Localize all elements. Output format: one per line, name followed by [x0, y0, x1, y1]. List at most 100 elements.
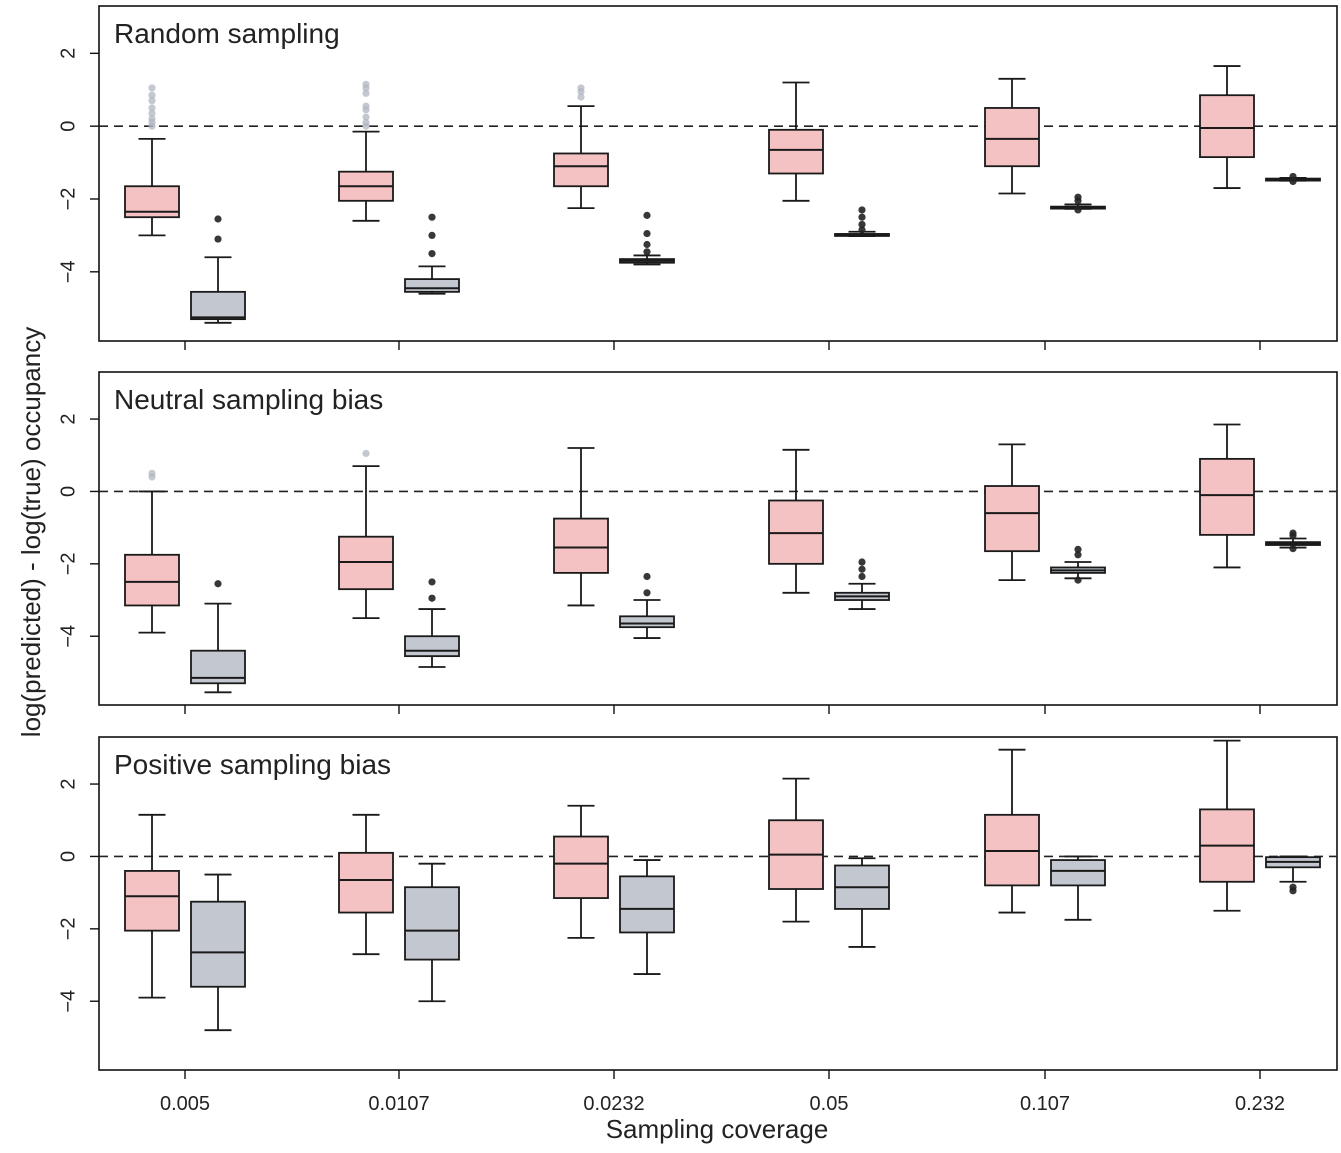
- outlier-point: [148, 115, 156, 123]
- y-tick-label: 0: [57, 486, 79, 497]
- box-pink-6: [1199, 65, 1255, 189]
- x-tick-label: 0.232: [1235, 1093, 1285, 1115]
- outlier-point: [428, 578, 436, 586]
- outlier-point: [643, 589, 651, 597]
- outlier-point: [362, 113, 370, 121]
- box-gray-1: [190, 215, 246, 324]
- outlier-point: [214, 235, 222, 243]
- y-tick-label: −4: [57, 625, 79, 648]
- outlier-point: [148, 469, 156, 477]
- box-pink-1: [124, 84, 180, 237]
- x-tick-label: 0.107: [1020, 1093, 1070, 1115]
- panel-frame: [98, 5, 1338, 342]
- outlier-point: [1074, 206, 1082, 214]
- box-body: [124, 870, 180, 932]
- y-tick-label: 2: [57, 48, 79, 59]
- outlier-point: [148, 91, 156, 99]
- box-pink-6: [1199, 423, 1255, 569]
- outlier-point: [858, 572, 866, 581]
- box-gray-5: [1050, 193, 1106, 214]
- box-pink-2: [338, 813, 394, 956]
- outlier-point: [1074, 551, 1082, 559]
- box-gray-2: [404, 213, 460, 295]
- box-gray-3: [619, 859, 675, 975]
- outlier-point: [214, 215, 222, 223]
- box-pink-4: [768, 448, 824, 594]
- box-body: [190, 290, 246, 321]
- box-gray-3: [619, 211, 675, 266]
- box-body: [190, 900, 246, 988]
- box-gray-4: [834, 857, 890, 948]
- box-pink-2: [338, 449, 394, 620]
- box-pink-4: [768, 777, 824, 923]
- outlier-point: [1289, 887, 1297, 895]
- box-gray-5: [1050, 855, 1106, 921]
- box-body: [1199, 457, 1255, 536]
- box-body: [553, 517, 609, 574]
- y-tick-label: −2: [57, 552, 79, 575]
- outlier-point: [148, 84, 156, 92]
- outlier-point: [1289, 532, 1297, 540]
- outlier-point: [1289, 545, 1297, 553]
- outlier-point: [858, 213, 866, 221]
- panel-2: Neutral sampling bias 2 0 −2 −4: [57, 371, 1338, 714]
- outlier-point: [643, 572, 651, 581]
- box-pink-3: [553, 804, 609, 939]
- box-gray-1: [190, 873, 246, 1032]
- box-body: [404, 635, 460, 658]
- outlier-point: [362, 89, 370, 97]
- outlier-point: [643, 248, 651, 256]
- x-axis-label: Sampling coverage: [606, 1114, 829, 1144]
- box-pink-2: [338, 80, 394, 222]
- outlier-point: [858, 226, 866, 234]
- box-body: [338, 851, 394, 914]
- panel-3: Positive sampling bias 2 0 −2 −4 0.005 0.0107 0…: [57, 736, 1338, 1115]
- panel-frame: [98, 371, 1338, 706]
- x-tick-label: 0.005: [160, 1093, 210, 1115]
- box-pink-4: [768, 81, 824, 202]
- x-tick-label: 0.0232: [583, 1093, 644, 1115]
- outlier-point: [1074, 576, 1082, 584]
- outlier-point: [214, 580, 222, 588]
- box-pink-3: [553, 447, 609, 607]
- box-gray-6: [1265, 529, 1321, 553]
- outlier-point: [1074, 197, 1082, 205]
- box-body: [404, 886, 460, 961]
- box-body: [619, 615, 675, 629]
- box-pink-1: [124, 813, 180, 999]
- outlier-point: [577, 84, 585, 92]
- y-tick-label: −4: [57, 260, 79, 283]
- outlier-point: [428, 213, 436, 221]
- box-body: [1199, 94, 1255, 159]
- y-tick-label: 2: [57, 778, 79, 789]
- y-axis-label: log(predicted) - log(true) occupancy: [16, 327, 46, 737]
- panel-frame: [98, 736, 1338, 1071]
- outlier-point: [643, 229, 651, 238]
- box-body: [984, 107, 1040, 168]
- x-tick-label: 0.0107: [368, 1093, 429, 1115]
- box-gray-2: [404, 862, 460, 1003]
- outlier-point: [148, 97, 156, 105]
- outlier-point: [428, 594, 436, 602]
- box-pink-1: [124, 469, 180, 634]
- outlier-point: [362, 118, 370, 127]
- outlier-point: [428, 231, 436, 240]
- outlier-point: [1289, 177, 1297, 186]
- y-tick-label: 0: [57, 851, 79, 862]
- box-body: [984, 485, 1040, 553]
- y-tick-label: −2: [57, 188, 79, 211]
- y-tick-label: −4: [57, 990, 79, 1013]
- outlier-point: [148, 109, 156, 118]
- outlier-point: [1074, 545, 1082, 553]
- panel-1: Random sampling 2 0 −2 −4: [57, 5, 1338, 350]
- outlier-point: [643, 211, 651, 219]
- outlier-point: [643, 240, 651, 249]
- outlier-point: [577, 93, 585, 101]
- outlier-point: [1289, 172, 1297, 181]
- box-gray-4: [834, 558, 890, 610]
- outlier-point: [148, 104, 156, 112]
- panel-title: Random sampling: [114, 18, 340, 49]
- box-body: [1050, 859, 1106, 887]
- box-body: [404, 278, 460, 293]
